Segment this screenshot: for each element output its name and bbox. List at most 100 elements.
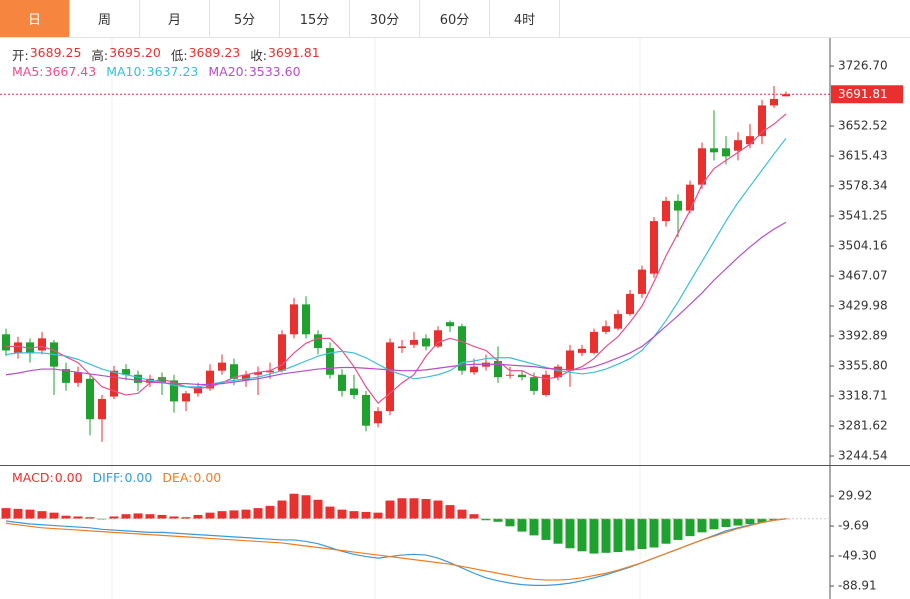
period-tab[interactable]: 日	[0, 0, 70, 37]
period-tab[interactable]: 月	[140, 0, 210, 37]
y-tick-label: 3429.98	[838, 299, 888, 313]
candle-body	[14, 342, 22, 353]
line	[5, 518, 787, 581]
legend-item: MA10: 3637.23	[106, 64, 198, 79]
y-tick-label: 3615.43	[838, 149, 888, 163]
candle-body	[302, 304, 310, 335]
macd-bar	[133, 513, 143, 519]
ma-legend: MA5: 3667.43 MA10: 3637.23 MA20: 3533.60	[12, 64, 301, 79]
candle-body	[446, 322, 454, 327]
info-value: 3691.81	[267, 45, 320, 60]
y-tick-label: 3467.07	[838, 269, 888, 283]
macd-bar	[49, 512, 59, 519]
macd-bar	[553, 518, 563, 544]
macd-bar	[721, 518, 731, 528]
y-tick-label: -9.69	[838, 519, 869, 533]
candle-body	[782, 94, 790, 97]
candle-body	[314, 334, 322, 349]
legend-name: DEA:	[162, 470, 193, 485]
macd-bar	[61, 515, 71, 519]
period-tab[interactable]: 周	[70, 0, 140, 37]
macd-bar	[757, 518, 767, 523]
legend-value: 0.00	[193, 470, 222, 485]
candle-body	[734, 140, 742, 151]
macd-bar	[325, 506, 335, 519]
candle-body	[602, 326, 610, 332]
info-item: 收: 3691.81	[250, 45, 319, 64]
macd-bar	[613, 518, 623, 553]
y-tick-label: 3355.80	[838, 359, 888, 373]
info-value: 3689.23	[188, 45, 241, 60]
macd-bar	[745, 518, 755, 525]
candle-body	[98, 399, 106, 420]
legend-name: MACD:	[12, 470, 54, 485]
macd-bar	[385, 500, 395, 519]
period-tab[interactable]: 30分	[350, 0, 420, 37]
candle-body	[494, 360, 502, 378]
y-tick-label: 3244.54	[838, 448, 888, 462]
candle-body	[434, 330, 442, 347]
legend-item: MACD: 0.00	[12, 470, 83, 485]
macd-bar	[697, 518, 707, 533]
candle-body	[182, 393, 190, 402]
candle-body	[254, 372, 262, 375]
macd-bar	[457, 509, 467, 519]
y-tick-label: 29.92	[838, 489, 872, 503]
period-tab[interactable]: 5分	[210, 0, 280, 37]
macd-bar	[265, 505, 275, 519]
line	[6, 113, 787, 404]
legend-name: DIFF:	[92, 470, 124, 485]
macd-bar	[517, 518, 527, 532]
macd-bar	[349, 511, 359, 519]
macd-bar	[373, 512, 383, 519]
candle-body	[530, 377, 538, 391]
info-label: 收:	[250, 48, 267, 63]
candle-body	[230, 364, 238, 379]
period-tab[interactable]: 15分	[280, 0, 350, 37]
y-tick-label: 3652.52	[838, 119, 888, 133]
period-tab[interactable]: 4时	[490, 0, 560, 37]
macd-bar	[505, 518, 515, 527]
period-tab[interactable]: 60分	[420, 0, 490, 37]
macd-bar	[253, 508, 263, 519]
macd-bar	[229, 510, 239, 519]
candle-body	[770, 98, 778, 106]
macd-bar	[337, 509, 347, 519]
y-tick-label: 3392.89	[838, 329, 888, 343]
candle-body	[38, 338, 46, 351]
macd-bar	[649, 518, 659, 548]
legend-item: MA5: 3667.43	[12, 64, 96, 79]
candle-body	[710, 148, 718, 153]
candle-body	[86, 378, 94, 420]
macd-bar	[661, 518, 671, 544]
candle-body	[662, 200, 670, 222]
y-tick-label: -88.91	[838, 579, 877, 593]
candle-body	[422, 338, 430, 347]
period-tabs: 日周月 5分 15分 30分 60分 4时	[0, 0, 910, 38]
ohlc-info: 开: 3689.25 高: 3695.20 低: 3689.23 收: 3691.81	[12, 45, 320, 64]
macd-bar	[481, 518, 491, 521]
candle-body	[554, 366, 562, 378]
legend-value: 3667.43	[44, 64, 97, 79]
candle-body	[374, 411, 382, 424]
info-item: 开: 3689.25	[12, 45, 81, 64]
candle-body	[2, 334, 10, 351]
candle-body	[338, 374, 346, 391]
candle-body	[278, 334, 286, 371]
legend-name: MA20:	[208, 64, 248, 79]
line	[5, 138, 787, 388]
candle-body	[698, 148, 706, 185]
macd-bar	[193, 514, 203, 519]
candle-body	[398, 346, 406, 349]
legend-item: DEA: 0.00	[162, 470, 221, 485]
legend-value: 0.00	[54, 470, 83, 485]
candle-body	[242, 374, 250, 381]
macd-bar	[181, 517, 191, 519]
macd-bar	[637, 518, 647, 550]
y-tick-label: 3541.25	[838, 209, 888, 223]
candle-body	[62, 369, 70, 383]
legend-item: MA20: 3533.60	[208, 64, 300, 79]
candle-body	[170, 380, 178, 402]
candle-body	[638, 269, 646, 294]
